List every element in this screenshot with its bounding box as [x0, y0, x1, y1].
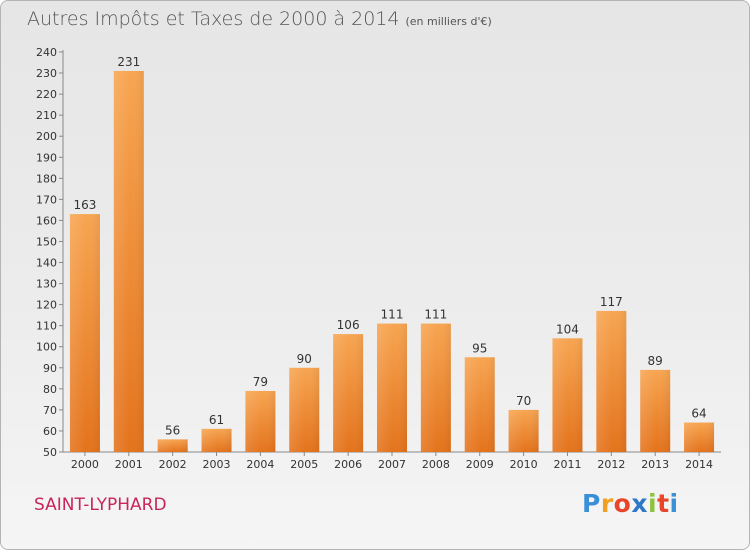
value-label: 56 [165, 423, 180, 437]
bar-shade [289, 367, 320, 452]
y-tick-label: 240 [36, 46, 57, 59]
logo-letter: i [669, 489, 679, 518]
value-label: 64 [691, 407, 706, 421]
bar-shade [640, 369, 671, 452]
bar-shade [113, 70, 144, 453]
value-label: 61 [209, 413, 224, 427]
y-tick-label: 140 [36, 257, 57, 270]
x-tick-label: 2005 [290, 458, 318, 471]
y-tick-label: 210 [36, 109, 57, 122]
y-axis-ticks: 50 60 70 80 90 100 110 120 130 140 150 160 170 180 190… [36, 46, 63, 459]
logo-letter: x [631, 489, 648, 518]
value-label: 111 [424, 308, 447, 322]
chart-title-block: Autres Impôts et Taxes de 2000 à 2014 (en… [27, 8, 492, 30]
chart-title: Autres Impôts et Taxes de 2000 à 2014 [27, 8, 400, 30]
y-tick-label: 110 [36, 320, 57, 333]
bar-shade [201, 428, 232, 452]
x-tick-label: 2007 [378, 458, 406, 471]
logo-letter: o [613, 489, 632, 518]
bar-shade [377, 323, 407, 452]
bar-shade [69, 214, 100, 452]
bar-shade [333, 334, 364, 452]
bar-shade [464, 357, 495, 452]
value-label: 70 [516, 394, 531, 408]
y-tick-label: 230 [36, 67, 57, 80]
logo-letter: t [657, 489, 670, 518]
bars [69, 70, 715, 453]
y-tick-label: 80 [43, 383, 57, 396]
bar-shade [508, 409, 539, 452]
value-label: 117 [600, 295, 623, 309]
x-tick-label: 2003 [203, 458, 231, 471]
y-tick-label: 100 [36, 341, 57, 354]
y-tick-label: 170 [36, 193, 57, 206]
y-tick-label: 130 [36, 278, 57, 291]
x-tick-label: 2001 [115, 458, 143, 471]
value-label: 95 [472, 341, 487, 355]
y-tick-label: 150 [36, 235, 57, 248]
chart-subtitle: (en milliers d'€) [405, 15, 492, 28]
value-labels: 163 231 56 61 79 90 106 111 111 95 70 104 117 89 64 [73, 55, 706, 437]
value-label: 231 [117, 55, 140, 69]
logo-letter: P [582, 489, 601, 518]
value-label: 163 [73, 198, 96, 212]
x-tick-label: 2006 [334, 458, 362, 471]
value-label: 90 [297, 352, 312, 366]
value-label: 106 [337, 318, 360, 332]
y-tick-label: 70 [43, 404, 57, 417]
x-tick-label: 2000 [71, 458, 99, 471]
y-tick-label: 60 [43, 425, 57, 438]
bar-shade [684, 422, 715, 452]
x-tick-label: 2011 [553, 458, 581, 471]
logo-letter: r [600, 489, 614, 518]
bar-shade [420, 323, 451, 452]
y-tick-label: 90 [43, 362, 57, 375]
x-tick-label: 2009 [466, 458, 494, 471]
value-label: 89 [648, 354, 663, 368]
y-tick-label: 200 [36, 130, 57, 143]
bar-shade [596, 310, 627, 452]
value-label: 111 [381, 308, 404, 322]
x-tick-label: 2008 [422, 458, 450, 471]
y-tick-label: 160 [36, 214, 57, 227]
x-axis-ticks: 2000 2001 2002 2003 2004 2005 2006 2007 2008 2009… [71, 452, 713, 471]
y-tick-label: 190 [36, 151, 57, 164]
x-tick-label: 2002 [159, 458, 187, 471]
y-tick-label: 50 [43, 446, 57, 459]
x-tick-label: 2014 [685, 458, 713, 471]
value-label: 104 [556, 322, 579, 336]
bar-shade [552, 338, 583, 452]
logo-letter: i [648, 489, 658, 518]
y-tick-label: 180 [36, 172, 57, 185]
x-tick-label: 2004 [246, 458, 274, 471]
bar-shade [245, 390, 276, 452]
x-tick-label: 2012 [597, 458, 625, 471]
location-name: SAINT-LYPHARD [34, 495, 167, 515]
proxiti-logo[interactable]: Proxiti [582, 489, 679, 518]
x-tick-label: 2010 [510, 458, 538, 471]
y-tick-label: 120 [36, 299, 57, 312]
bar-shade [157, 439, 188, 452]
value-label: 79 [253, 375, 268, 389]
y-tick-label: 220 [36, 88, 57, 101]
x-tick-label: 2013 [641, 458, 669, 471]
